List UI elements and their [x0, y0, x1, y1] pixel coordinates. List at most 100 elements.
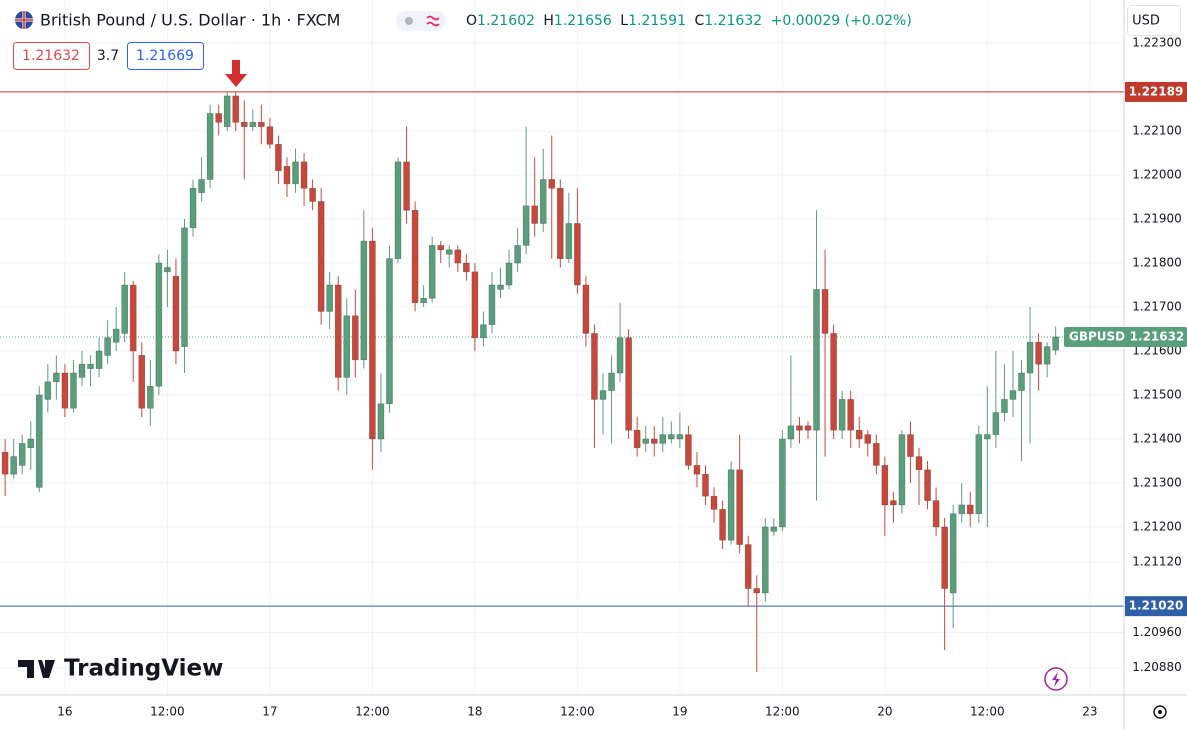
candle-body — [18, 443, 26, 466]
x-tick-label: 19 — [672, 705, 687, 719]
ohlc-label: C — [694, 13, 704, 29]
candle-body — [642, 438, 649, 444]
candle-body — [650, 438, 658, 444]
candle-body — [898, 434, 906, 506]
candle-body — [155, 262, 163, 387]
candle-body — [787, 425, 795, 440]
candle-body — [608, 372, 615, 391]
x-tick-label: 12:00 — [765, 705, 800, 719]
y-tick-label: 1.22000 — [1132, 168, 1182, 182]
candle-body — [206, 113, 214, 180]
candle-body — [966, 504, 974, 515]
candle-body — [796, 425, 803, 431]
last-price-tag — [1064, 326, 1187, 347]
candle-body — [394, 161, 402, 259]
last-price-label: 1.21632 — [1130, 329, 1185, 343]
candle-body — [625, 337, 632, 431]
price-level-label: 1.22189 — [1129, 84, 1184, 98]
currency: USD — [1132, 14, 1160, 29]
candle-body — [189, 187, 197, 229]
price-level-tag — [1125, 81, 1187, 102]
candle-body — [548, 179, 556, 189]
candle-body — [574, 223, 581, 286]
candle-body — [283, 165, 291, 185]
candle-body — [907, 434, 914, 457]
candle-body — [352, 315, 359, 361]
bid: 1.21632 — [22, 48, 80, 64]
candle-body — [164, 267, 171, 273]
candle-body — [147, 385, 154, 409]
candle-body — [890, 500, 897, 506]
badge[interactable] — [396, 11, 446, 31]
y-tick-label: 1.21800 — [1132, 256, 1182, 270]
candle-body — [710, 495, 718, 510]
candle-body — [292, 161, 299, 185]
candle-body — [454, 249, 462, 264]
candle-body — [1018, 372, 1025, 391]
candle-body — [70, 372, 77, 409]
candle-body — [317, 201, 325, 312]
price-levels — [0, 91, 1124, 607]
y-tick-label: 1.21900 — [1132, 212, 1182, 226]
candle-body — [61, 372, 69, 409]
candle-body — [27, 438, 35, 449]
ohlc-label: O — [466, 13, 477, 29]
candle-body — [744, 544, 752, 589]
candle-body — [497, 284, 504, 290]
badge-icon — [426, 15, 440, 27]
candle-body — [112, 328, 120, 343]
y-tick-label: 1.22100 — [1132, 124, 1182, 138]
candle-body — [44, 381, 52, 400]
badge-dot — [405, 17, 413, 25]
candle-body — [992, 412, 1000, 435]
candle-body — [932, 500, 940, 528]
y-tick-label: 1.22300 — [1132, 36, 1182, 50]
candle-body — [753, 588, 761, 594]
y-tick-label: 1.21200 — [1132, 519, 1182, 533]
y-tick-label: 1.20880 — [1132, 660, 1182, 674]
candle-body — [1052, 336, 1059, 351]
candle-body — [1035, 341, 1042, 365]
candle-body — [599, 390, 607, 400]
candle-body — [249, 121, 257, 127]
candle-body — [181, 227, 188, 347]
candle-body — [958, 504, 966, 515]
buy-box[interactable] — [127, 42, 204, 70]
x-tick-label: 18 — [467, 705, 482, 719]
y-tick-label: 1.20960 — [1132, 625, 1182, 639]
x-tick-label: 12:00 — [970, 705, 1005, 719]
candle-body — [591, 333, 598, 400]
ohlc-value: 1.21656 — [554, 13, 612, 29]
candle-body — [616, 337, 624, 374]
sell-arrow — [225, 60, 247, 87]
candle-body — [360, 240, 368, 361]
candle-body — [514, 245, 521, 264]
lightning-icon — [1052, 672, 1060, 687]
candle-body — [984, 434, 991, 440]
candle-body — [10, 456, 17, 475]
candle-body — [377, 403, 385, 440]
ohlc-value: 1.21591 — [628, 13, 686, 29]
candle-body — [838, 399, 846, 431]
candle-body — [531, 205, 538, 224]
x-tick-label: 12:00 — [150, 705, 185, 719]
candle-body — [428, 245, 436, 299]
y-tick-label: 1.21600 — [1132, 344, 1182, 358]
change: +0.00029 (+0.02%) — [771, 13, 912, 29]
sell-box[interactable] — [13, 42, 90, 70]
symbol-label: GBPUSD — [1069, 329, 1125, 343]
ohlc-value: 1.21632 — [704, 13, 762, 29]
candle-body — [668, 434, 675, 440]
y-tick-label: 1.21120 — [1132, 555, 1182, 569]
candle-body — [522, 205, 530, 246]
candle-body — [463, 262, 470, 273]
candle-body — [411, 209, 419, 303]
ohlc-label: L — [620, 13, 628, 29]
currency-select[interactable] — [1127, 5, 1181, 36]
candle-body — [223, 95, 231, 127]
settings-button[interactable] — [1153, 705, 1167, 719]
ohlc-legend: O1.21602 H1.21656 L1.21591 C1.21632 +0.0… — [466, 13, 912, 29]
candle-body — [702, 473, 709, 497]
candle-body — [873, 443, 880, 466]
